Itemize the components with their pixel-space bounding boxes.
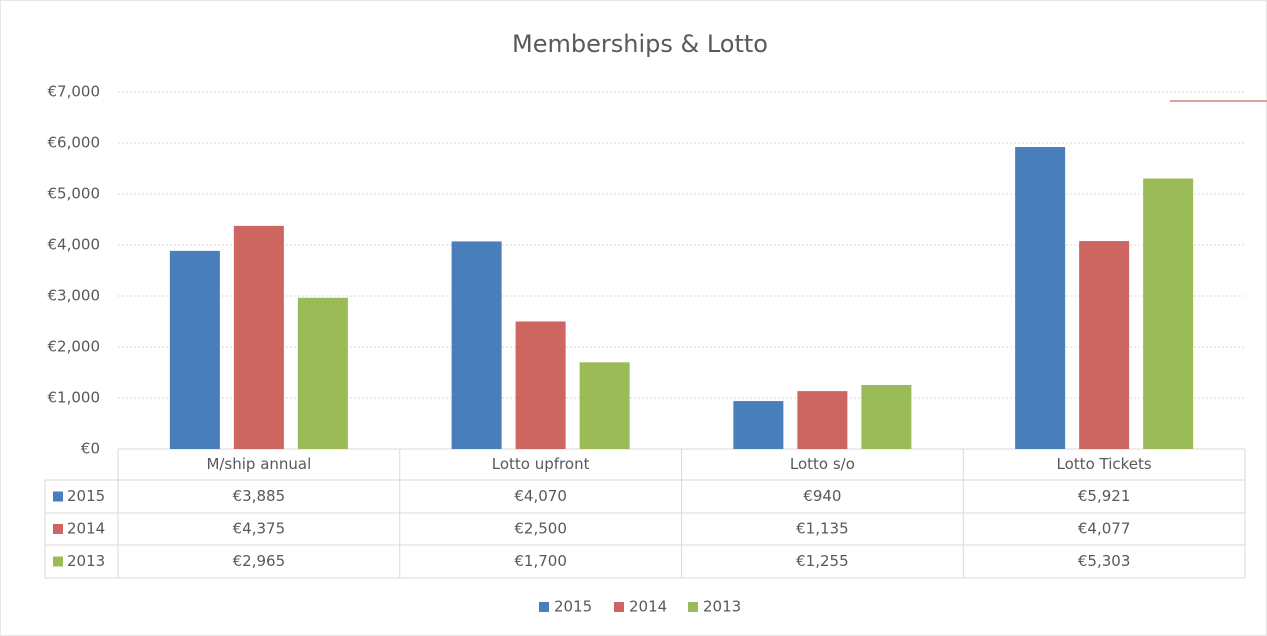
table-value: €2,500	[514, 520, 567, 538]
y-tick-label: €4,000	[48, 236, 101, 254]
table-value: €1,135	[796, 520, 849, 538]
table-series-label: 2013	[67, 552, 105, 570]
legend-label: 2013	[703, 598, 741, 616]
table-legend-key	[53, 556, 63, 567]
table-value: €4,375	[233, 520, 286, 538]
y-tick-label: €7,000	[48, 83, 101, 101]
table-value: €4,077	[1078, 520, 1131, 538]
x-tick-label: M/ship annual	[206, 455, 311, 473]
legend-label: 2015	[554, 598, 592, 616]
table-value: €4,070	[514, 487, 567, 505]
y-tick-label: €6,000	[48, 134, 101, 152]
table-series-label: 2015	[67, 487, 105, 505]
bar	[1143, 178, 1194, 449]
y-tick-label: €1,000	[48, 389, 101, 407]
bar	[733, 401, 784, 449]
bar	[1015, 147, 1066, 450]
bar	[861, 384, 912, 449]
legend-key	[539, 602, 549, 612]
table-value: €5,921	[1078, 487, 1131, 505]
table-value: €5,303	[1078, 552, 1131, 570]
x-tick-label: Lotto Tickets	[1057, 455, 1152, 473]
chart-title: Memberships & Lotto	[512, 30, 768, 58]
bar	[1079, 241, 1130, 449]
x-tick-label: Lotto upfront	[492, 455, 590, 473]
bar	[233, 225, 284, 449]
table-value: €1,255	[796, 552, 849, 570]
table-legend-key	[53, 524, 63, 534]
y-tick-label: €5,000	[48, 185, 101, 203]
y-tick-label: €3,000	[48, 287, 101, 305]
table-value: €2,965	[233, 552, 286, 570]
bar	[297, 297, 348, 449]
bar	[579, 362, 630, 449]
x-tick-label: Lotto s/o	[790, 455, 855, 473]
table-value: €1,700	[514, 552, 567, 570]
bar	[515, 321, 566, 449]
table-value: €3,885	[233, 487, 286, 505]
bar	[451, 241, 502, 449]
bar	[169, 250, 220, 449]
y-tick-label: €2,000	[48, 338, 101, 356]
bar	[797, 391, 848, 449]
y-tick-label: €0	[81, 440, 100, 458]
table-series-label: 2014	[67, 520, 105, 538]
table-legend-key	[53, 491, 63, 502]
legend-key	[614, 602, 624, 612]
legend-label: 2014	[629, 598, 667, 616]
table-value: €940	[803, 487, 841, 505]
legend-key	[688, 602, 698, 612]
